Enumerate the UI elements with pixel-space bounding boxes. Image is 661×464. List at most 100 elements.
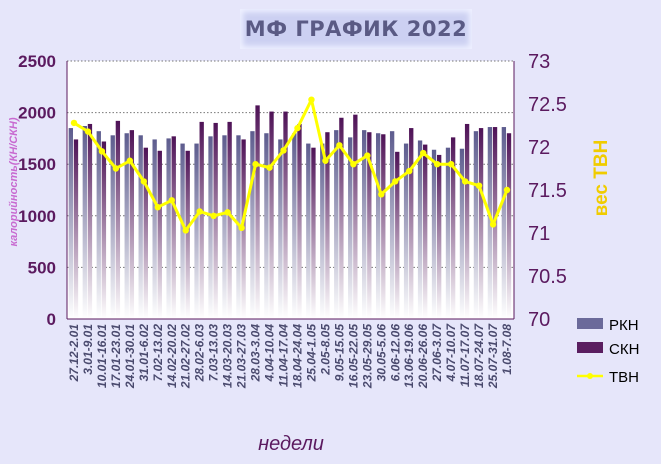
x-tick-label: 27.12-2.01 [67, 324, 81, 383]
bar-rkn [250, 131, 255, 319]
weight-point [210, 212, 217, 219]
weight-line [70, 96, 511, 234]
bar-skn [478, 128, 484, 319]
right-axis-ticks: 70 70.5 71 71.5 72 72.5 73 [528, 51, 567, 331]
bar-rkn [222, 135, 227, 319]
bar-rkn [348, 137, 353, 319]
weight-point [336, 142, 343, 149]
x-tick-label: 4.07-10.07 [444, 323, 458, 383]
bar-skn [115, 120, 121, 319]
bar-rkn [389, 131, 395, 319]
x-tick-label: 17.01-23.01 [109, 324, 123, 388]
x-tick-label: 11.04-17.04 [277, 324, 291, 387]
bar-skn [506, 133, 512, 319]
chart-title: МФ ГРАФИК 2022 [244, 17, 468, 41]
bar-rkn [459, 148, 465, 319]
bar-rkn [403, 143, 409, 319]
right-tick-label: 70 [528, 309, 550, 331]
weight-point [266, 164, 273, 171]
bar-skn [423, 144, 428, 319]
weight-point [503, 186, 511, 194]
weight-point [84, 128, 92, 135]
weight-point [182, 227, 189, 234]
x-tick-label: 14.03-20.03 [221, 324, 235, 388]
bar-rkn [278, 139, 283, 319]
x-tick-label: 6.06-12.06 [388, 324, 402, 382]
weight-point [475, 182, 483, 189]
left-tick-label: 500 [28, 258, 56, 277]
bar-skn [381, 134, 386, 319]
x-tick-label: 11.07-17.07 [458, 323, 472, 387]
weight-point [433, 161, 441, 168]
legend: РКН СКН ТВН [577, 317, 639, 386]
weight-point [420, 149, 427, 157]
bar-skn [143, 147, 148, 319]
x-tick-label: 20.06-26.06 [416, 324, 430, 389]
weight-point [168, 197, 175, 204]
bar-rkn [501, 127, 507, 319]
bar-rkn [445, 147, 451, 319]
x-axis-ticks: 27.12-2.01 3.01-9.01 10.01-16.01 17.01-23.0… [67, 323, 514, 389]
bar-rkn [320, 143, 325, 319]
bar-skn [185, 150, 190, 319]
bar-rkn [180, 143, 185, 319]
left-axis-ticks: 0 500 1000 1500 2000 2500 [18, 52, 56, 329]
weight-point [461, 178, 469, 185]
bar-rkn [292, 133, 297, 319]
right-tick-label: 70.5 [528, 266, 567, 288]
legend-label-rkn: РКН [609, 317, 639, 334]
bar-skn [171, 136, 176, 319]
bar-rkn [375, 133, 381, 319]
left-tick-label: 0 [47, 310, 56, 329]
left-tick-label: 2500 [18, 52, 56, 71]
bar-rkn [124, 133, 129, 319]
x-tick-label: 25.04-1.05 [304, 324, 318, 383]
bar-skn [213, 122, 218, 319]
weight-point [280, 147, 287, 154]
x-axis-label: недели [258, 433, 324, 455]
bar-rkn [417, 140, 423, 319]
x-tick-label: 3.01-9.01 [81, 324, 95, 375]
bar-rkn [431, 149, 437, 319]
bar-rkn [306, 143, 311, 319]
bar-skn [325, 132, 330, 319]
legend-swatch-skn [577, 342, 603, 353]
legend-swatch-tvn-marker [587, 373, 593, 379]
bar-skn [255, 105, 260, 319]
weight-point [140, 178, 148, 185]
weight-point [154, 204, 161, 211]
x-tick-label: 25.07-31.07 [486, 323, 500, 389]
weight-point [294, 124, 301, 132]
x-tick-label: 7.03-13.03 [207, 324, 221, 382]
x-tick-label: 2.05-8.05 [318, 324, 332, 376]
x-tick-label: 28.03-3.04 [249, 324, 263, 383]
bar-skn [129, 130, 135, 319]
weight-point [406, 167, 413, 175]
x-tick-label: 14.02-20.02 [165, 324, 179, 388]
x-tick-label: 9.05-15.05 [332, 324, 346, 382]
x-tick-label: 21.03-27.03 [235, 324, 249, 389]
weight-point [252, 161, 259, 168]
weight-point [126, 157, 134, 164]
bar-rkn [194, 143, 199, 319]
bar-skn [367, 132, 372, 319]
legend-label-tvn: ТВН [609, 369, 639, 386]
bar-rkn [96, 131, 101, 319]
weight-point [447, 161, 455, 168]
bar-skn [283, 111, 288, 320]
bar-skn [436, 154, 442, 319]
left-tick-label: 1000 [18, 207, 56, 226]
x-tick-label: 13.06-19.06 [402, 324, 416, 388]
right-tick-label: 73 [528, 51, 550, 73]
bar-rkn [487, 127, 493, 319]
x-tick-label: 1.08-7.08 [500, 324, 514, 375]
bar-skn [157, 150, 162, 319]
bar-skn [450, 137, 456, 319]
left-axis-label: калорийность(КН/СКН) [8, 117, 20, 246]
right-tick-label: 71 [528, 223, 550, 245]
legend-label-skn: СКН [609, 341, 639, 358]
x-tick-label: 16.05-22.05 [346, 324, 360, 388]
x-tick-label: 21.02-27.02 [179, 324, 193, 389]
bar-rkn [473, 131, 479, 319]
weight-point [238, 224, 245, 232]
